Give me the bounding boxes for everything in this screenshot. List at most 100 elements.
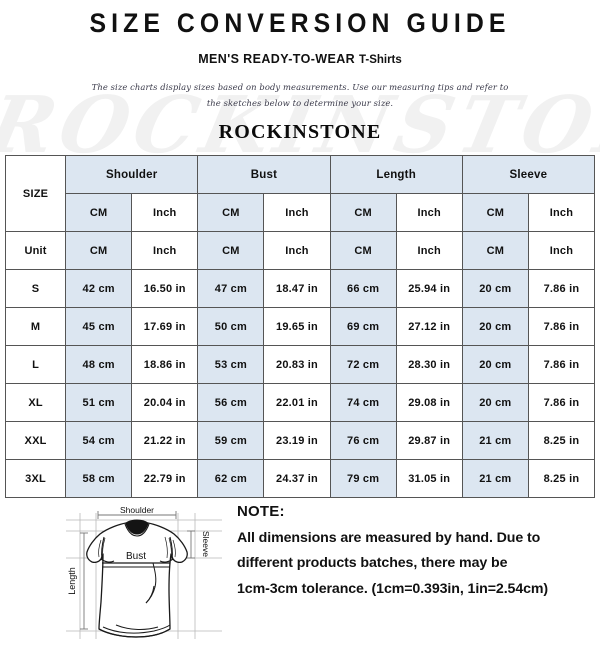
cell-sleeve-cm: 21 cm <box>461 459 529 499</box>
header-group-length: Length <box>329 155 463 195</box>
cell-length-inch: 29.08 in <box>395 383 463 423</box>
cell-size: 3XL <box>4 459 67 499</box>
cell-bust-cm: 47 cm <box>197 269 265 309</box>
cell-unit-shoulder-inch: Inch <box>131 231 199 271</box>
cell-sleeve-inch: 8.25 in <box>527 421 596 461</box>
subtitle-main: MEN'S READY-TO-WEAR <box>198 52 359 66</box>
table-row: XXL 54 cm 21.22 in 59 cm 23.19 in 76 cm … <box>4 421 596 461</box>
cell-size: S <box>4 269 67 309</box>
cell-shoulder-inch: 17.69 in <box>131 307 199 347</box>
size-conversion-table: SIZE Shoulder Bust Length Sleeve CM Inch… <box>4 155 596 499</box>
cell-unit-bust-cm: CM <box>197 231 265 271</box>
cell-unit-label: Unit <box>4 231 67 271</box>
cell-unit-length-inch: Inch <box>395 231 463 271</box>
cell-bust-cm: 50 cm <box>197 307 265 347</box>
header-unit-bust-cm: CM <box>197 193 265 233</box>
cell-bust-cm: 56 cm <box>197 383 265 423</box>
cell-length-inch: 27.12 in <box>395 307 463 347</box>
table-head: SIZE Shoulder Bust Length Sleeve CM Inch… <box>4 155 596 271</box>
cell-shoulder-cm: 54 cm <box>65 421 133 461</box>
cell-shoulder-inch: 18.86 in <box>131 345 199 385</box>
cell-shoulder-cm: 51 cm <box>65 383 133 423</box>
table-row: S 42 cm 16.50 in 47 cm 18.47 in 66 cm 25… <box>4 269 596 309</box>
note-line-2: different products batches, there may be <box>237 555 508 572</box>
cell-sleeve-cm: 20 cm <box>461 307 529 347</box>
cell-bust-inch: 23.19 in <box>263 421 331 461</box>
cell-sleeve-inch: 7.86 in <box>527 345 596 385</box>
subtitle-product: T-Shirts <box>358 54 402 66</box>
cell-bust-inch: 18.47 in <box>263 269 331 309</box>
header-size: SIZE <box>4 155 67 233</box>
cell-length-cm: 79 cm <box>329 459 397 499</box>
cell-bust-cm: 59 cm <box>197 421 265 461</box>
page-subtitle: MEN'S READY-TO-WEAR T-Shirts <box>0 52 600 66</box>
header-unit-length-cm: CM <box>329 193 397 233</box>
header-group-shoulder: Shoulder <box>65 155 199 195</box>
cell-sleeve-cm: 20 cm <box>461 383 529 423</box>
table-row: M 45 cm 17.69 in 50 cm 19.65 in 69 cm 27… <box>4 307 596 347</box>
cell-shoulder-inch: 21.22 in <box>131 421 199 461</box>
header-unit-bust-inch: Inch <box>263 193 331 233</box>
document-header: SIZE CONVERSION GUIDE MEN'S READY-TO-WEA… <box>0 8 600 144</box>
table-row-unit: Unit CM Inch CM Inch CM Inch CM Inch <box>4 231 596 271</box>
cell-sleeve-inch: 8.25 in <box>527 459 596 499</box>
cell-shoulder-inch: 16.50 in <box>131 269 199 309</box>
cell-sleeve-inch: 7.86 in <box>527 307 596 347</box>
cell-length-inch: 31.05 in <box>395 459 463 499</box>
cell-length-cm: 69 cm <box>329 307 397 347</box>
bottom-section: Shoulder Bust Length Sleeve NOTE: All di… <box>0 503 600 647</box>
cell-length-cm: 66 cm <box>329 269 397 309</box>
sketch-label-shoulder: Shoulder <box>120 507 154 515</box>
cell-bust-inch: 24.37 in <box>263 459 331 499</box>
cell-size: M <box>4 307 67 347</box>
note-line-3: 1cm-3cm tolerance. (1cm=0.393in, 1in=2.5… <box>237 580 549 597</box>
brand-name: ROCKINSTONE <box>218 121 382 144</box>
note-line-1: All dimensions are measured by hand. Due… <box>237 529 541 546</box>
table-header-groups: SIZE Shoulder Bust Length Sleeve <box>4 155 596 233</box>
note-block: NOTE: All dimensions are measured by han… <box>237 503 587 597</box>
cell-bust-cm: 62 cm <box>197 459 265 499</box>
cell-bust-inch: 22.01 in <box>263 383 331 423</box>
cell-bust-inch: 20.83 in <box>263 345 331 385</box>
table-row: 3XL 58 cm 22.79 in 62 cm 24.37 in 79 cm … <box>4 459 596 499</box>
cell-length-cm: 74 cm <box>329 383 397 423</box>
header-unit-sleeve-inch: Inch <box>527 193 596 233</box>
header-group-sleeve: Sleeve <box>461 155 596 195</box>
cell-sleeve-cm: 20 cm <box>461 345 529 385</box>
cell-sleeve-inch: 7.86 in <box>527 383 596 423</box>
header-unit-sleeve-cm: CM <box>461 193 529 233</box>
page-description: The size charts display sizes based on b… <box>91 82 509 108</box>
cell-size: XXL <box>4 421 67 461</box>
cell-size: L <box>4 345 67 385</box>
cell-bust-cm: 53 cm <box>197 345 265 385</box>
table-body: S 42 cm 16.50 in 47 cm 18.47 in 66 cm 25… <box>4 269 596 499</box>
table-row: L 48 cm 18.86 in 53 cm 20.83 in 72 cm 28… <box>4 345 596 385</box>
header-unit-shoulder-inch: Inch <box>131 193 199 233</box>
header-group-bust: Bust <box>197 155 331 195</box>
cell-bust-inch: 19.65 in <box>263 307 331 347</box>
sketch-label-sleeve: Sleeve <box>201 531 211 557</box>
cell-length-inch: 29.87 in <box>395 421 463 461</box>
cell-shoulder-cm: 42 cm <box>65 269 133 309</box>
cell-length-inch: 25.94 in <box>395 269 463 309</box>
cell-shoulder-cm: 48 cm <box>65 345 133 385</box>
header-unit-shoulder-cm: CM <box>65 193 133 233</box>
cell-sleeve-inch: 7.86 in <box>527 269 596 309</box>
cell-unit-sleeve-inch: Inch <box>527 231 596 271</box>
table-row: XL 51 cm 20.04 in 56 cm 22.01 in 74 cm 2… <box>4 383 596 423</box>
header-unit-length-inch: Inch <box>395 193 463 233</box>
sketch-label-length: Length <box>67 567 77 595</box>
cell-shoulder-cm: 45 cm <box>65 307 133 347</box>
cell-unit-length-cm: CM <box>329 231 397 271</box>
cell-unit-sleeve-cm: CM <box>461 231 529 271</box>
cell-shoulder-inch: 22.79 in <box>131 459 199 499</box>
cell-shoulder-inch: 20.04 in <box>131 383 199 423</box>
cell-length-inch: 28.30 in <box>395 345 463 385</box>
cell-sleeve-cm: 20 cm <box>461 269 529 309</box>
size-table-container: SIZE Shoulder Bust Length Sleeve CM Inch… <box>4 155 596 499</box>
cell-shoulder-cm: 58 cm <box>65 459 133 499</box>
sketch-label-bust: Bust <box>126 551 146 562</box>
cell-length-cm: 76 cm <box>329 421 397 461</box>
cell-size: XL <box>4 383 67 423</box>
note-title: NOTE: <box>237 503 285 521</box>
